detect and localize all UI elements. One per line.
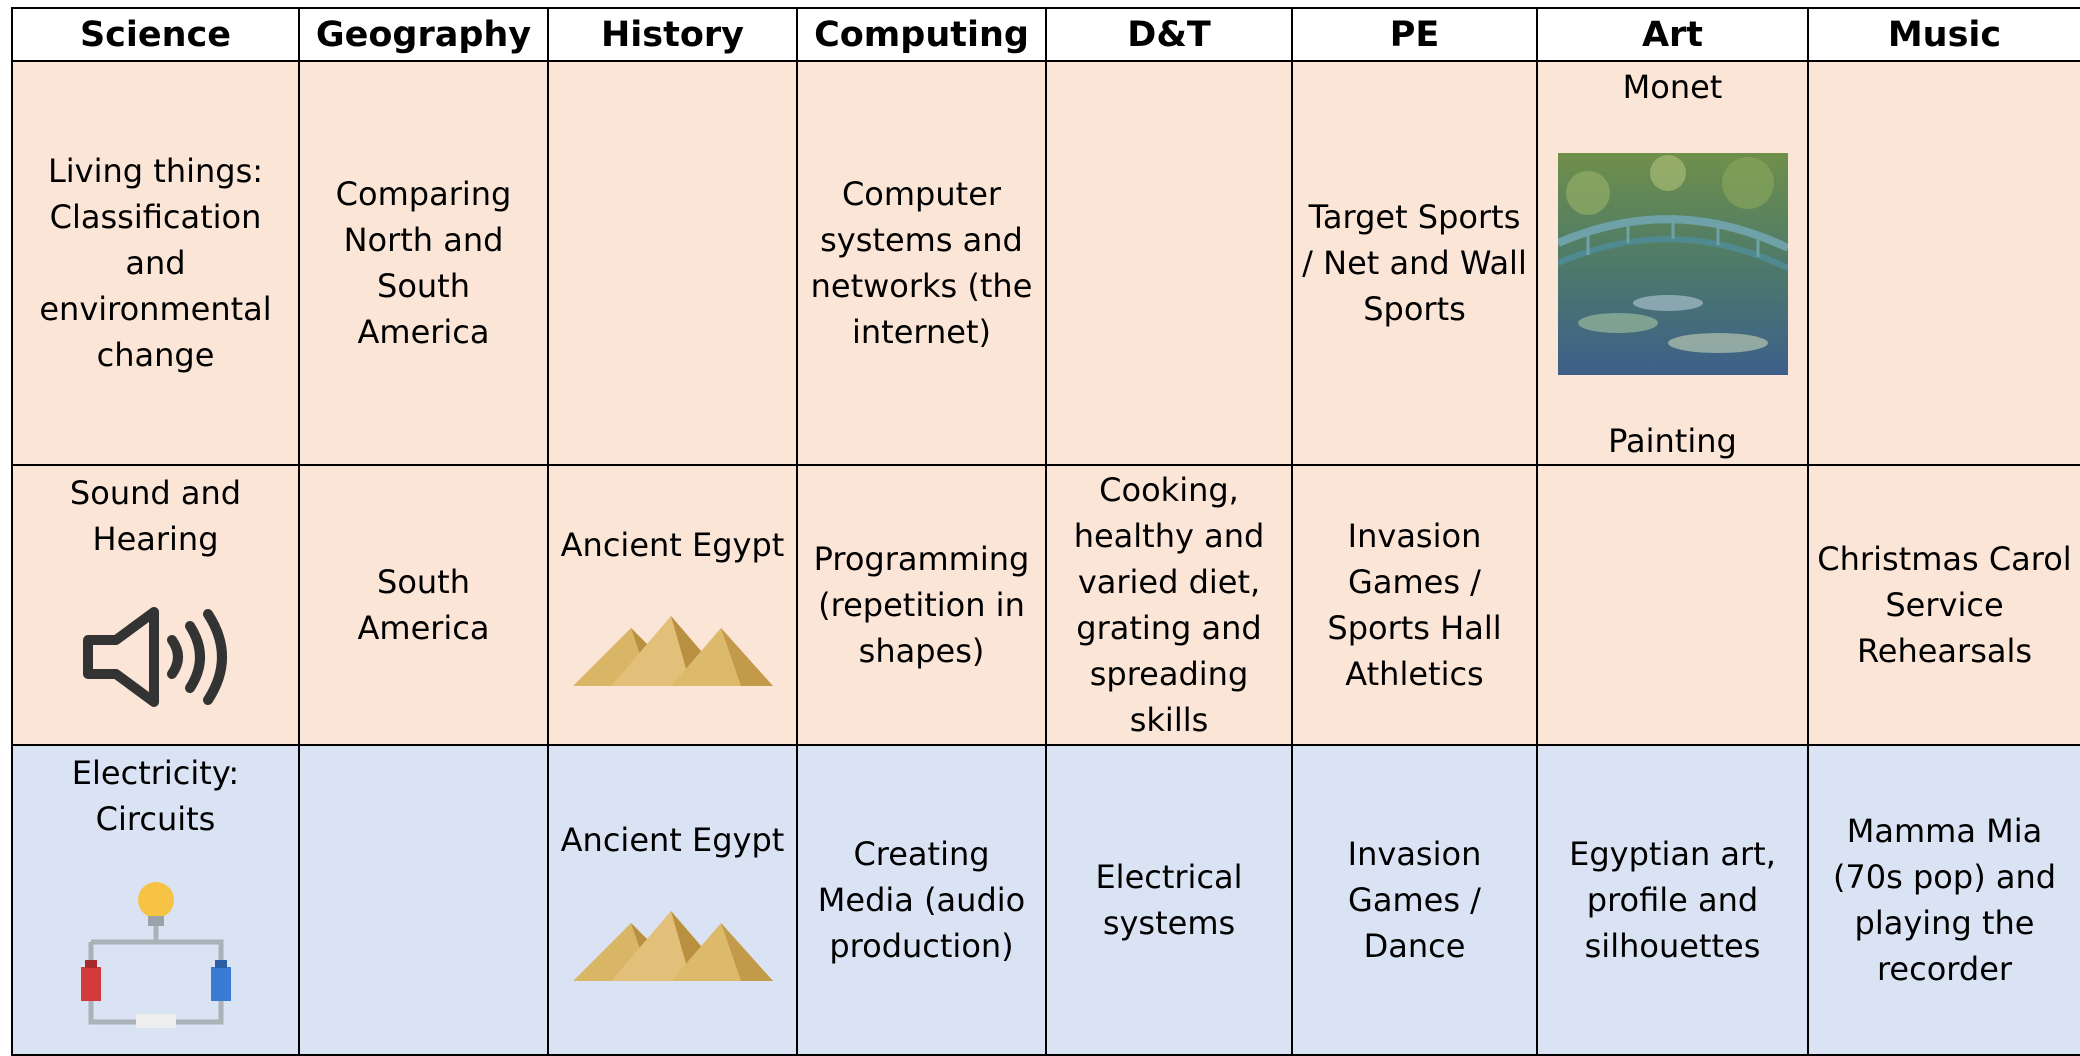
cell-caption: Monet	[1622, 68, 1723, 106]
header: Music	[1809, 9, 2080, 62]
cell-text: Ancient Egypt	[560, 821, 785, 859]
cell: Programming (repetition in shapes)	[798, 466, 1047, 746]
cell: Sound and Hearing	[13, 466, 300, 746]
cell: Target Sports / Net and Wall Sports	[1293, 62, 1538, 466]
cell: Mamma Mia (70s pop) and playing the reco…	[1809, 746, 2080, 1056]
cell-text: Electricity: Circuits	[71, 754, 240, 838]
cell: Electrical systems	[1047, 746, 1293, 1056]
cell-label: Painting	[1608, 422, 1737, 460]
cell: Monet Painting	[1538, 62, 1809, 466]
header: Geography	[300, 9, 549, 62]
header: Science	[13, 9, 300, 62]
cell: Ancient Egypt	[549, 746, 798, 1056]
cell: Invasion Games / Dance	[1293, 746, 1538, 1056]
cell: Invasion Games / Sports Hall Athletics	[1293, 466, 1538, 746]
cell-text: Ancient Egypt	[560, 526, 785, 564]
header: PE	[1293, 9, 1538, 62]
cell	[1538, 466, 1809, 746]
pyramids-icon	[572, 911, 773, 981]
cell: Electricity: Circuits	[13, 746, 300, 1056]
cell	[549, 62, 798, 466]
cell	[1809, 62, 2080, 466]
cell	[300, 746, 549, 1056]
cell: Cooking, healthy and varied diet, gratin…	[1047, 466, 1293, 746]
pyramids-icon	[572, 616, 773, 686]
cell: Ancient Egypt	[549, 466, 798, 746]
circuit-icon	[80, 882, 231, 1028]
cell: Computer systems and networks (the inter…	[798, 62, 1047, 466]
header: Art	[1538, 9, 1809, 62]
speaker-icon	[82, 607, 227, 707]
cell	[1047, 62, 1293, 466]
header: D&T	[1047, 9, 1293, 62]
cell: Egyptian art, profile and silhouettes	[1538, 746, 1809, 1056]
cell: Creating Media (audio production)	[798, 746, 1047, 1056]
cell-text: Sound and Hearing	[69, 474, 242, 558]
cell: Christmas Carol Service Rehearsals	[1809, 466, 2080, 746]
monet-painting	[1557, 153, 1788, 375]
header: History	[549, 9, 798, 62]
cell: South America	[300, 466, 549, 746]
curriculum-table: Science Geography History Computing D&T …	[11, 7, 2080, 1056]
cell: Comparing North and South America	[300, 62, 549, 466]
cell: Living things: Classification and enviro…	[13, 62, 300, 466]
header: Computing	[798, 9, 1047, 62]
